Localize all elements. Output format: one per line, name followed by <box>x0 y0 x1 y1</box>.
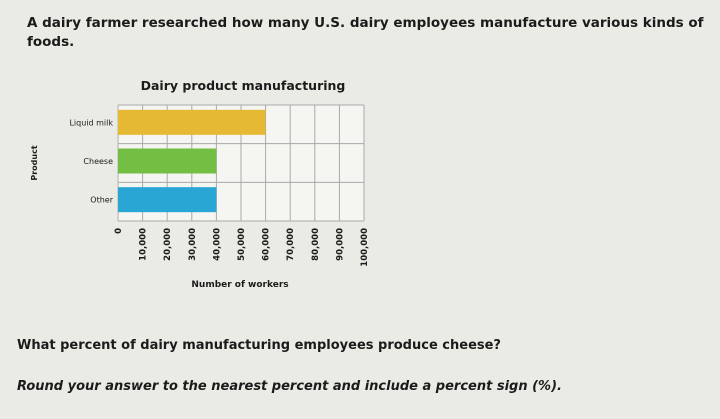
bars <box>118 109 266 213</box>
y-axis-label: Product <box>30 145 39 180</box>
problem-intro: A dairy farmer researched how many U.S. … <box>27 15 704 50</box>
x-tick-label: 20,000 <box>163 228 173 261</box>
category-label: Liquid milk <box>69 118 113 127</box>
question-text: What percent of dairy manufacturing empl… <box>17 338 501 353</box>
category-label: Cheese <box>83 157 113 166</box>
x-tick-label: 0 <box>114 228 124 234</box>
x-axis-label: Number of workers <box>191 280 288 290</box>
x-tick-label: 60,000 <box>262 228 272 261</box>
x-tick-label: 100,000 <box>360 228 370 267</box>
x-tick-label: 40,000 <box>212 228 222 261</box>
x-tick-label: 90,000 <box>335 228 345 261</box>
bar-liquid-milk <box>118 109 266 135</box>
x-tick-label: 70,000 <box>286 228 296 261</box>
x-tick-label: 10,000 <box>139 228 149 261</box>
bar-other <box>118 187 217 213</box>
category-labels: Liquid milk Cheese Other <box>69 118 113 204</box>
chart-title: Dairy product manufacturing <box>141 78 346 93</box>
x-tick-labels: 0 10,000 20,000 30,000 40,000 50,000 60,000 70,… <box>114 228 370 267</box>
bar-cheese <box>118 148 217 174</box>
instruction-text: Round your answer to the nearest percent… <box>17 379 562 394</box>
x-tick-label: 80,000 <box>311 228 321 261</box>
x-tick-label: 50,000 <box>237 228 247 261</box>
x-tick-label: 30,000 <box>188 228 198 261</box>
category-label: Other <box>90 196 113 205</box>
